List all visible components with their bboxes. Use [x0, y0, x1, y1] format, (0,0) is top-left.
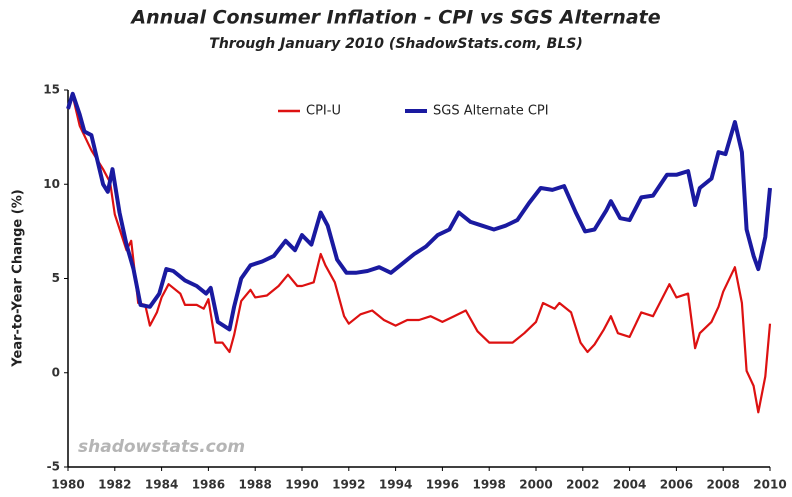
x-tick-label: 1982 [98, 478, 131, 492]
x-tick-label: 1996 [426, 478, 459, 492]
x-tick-label: 1988 [238, 478, 271, 492]
watermark: shadowstats.com [78, 437, 245, 457]
x-tick-label: 2010 [753, 478, 786, 492]
y-tick-label: 5 [52, 271, 60, 285]
x-tick-label: 2000 [519, 478, 552, 492]
x-tick-label: 2008 [706, 478, 739, 492]
x-tick-label: 1984 [145, 478, 178, 492]
y-tick-label: 10 [43, 177, 60, 191]
x-tick-label: 1998 [472, 478, 505, 492]
legend-label: CPI-U [306, 104, 341, 119]
legend-label: SGS Alternate CPI [433, 104, 549, 119]
y-tick-label: -5 [47, 460, 60, 474]
x-tick-label: 1990 [285, 478, 318, 492]
x-tick-label: 2004 [613, 478, 646, 492]
x-tick-label: 1986 [192, 478, 225, 492]
chart-subtitle: Through January 2010 (ShadowStats.com, B… [209, 36, 582, 52]
x-tick-label: 2002 [566, 478, 599, 492]
series-line [66, 91, 772, 332]
y-axis-label: Year-to-Year Change (%) [11, 189, 26, 367]
chart-title: Annual Consumer Inflation - CPI vs SGS A… [129, 7, 660, 29]
x-tick-label: 1992 [332, 478, 365, 492]
series-line [66, 94, 772, 414]
x-tick-label: 1994 [379, 478, 412, 492]
x-tick-label: 1980 [51, 478, 84, 492]
y-tick-label: 15 [43, 83, 60, 97]
y-tick-label: 0 [52, 365, 60, 379]
x-tick-label: 2006 [660, 478, 693, 492]
